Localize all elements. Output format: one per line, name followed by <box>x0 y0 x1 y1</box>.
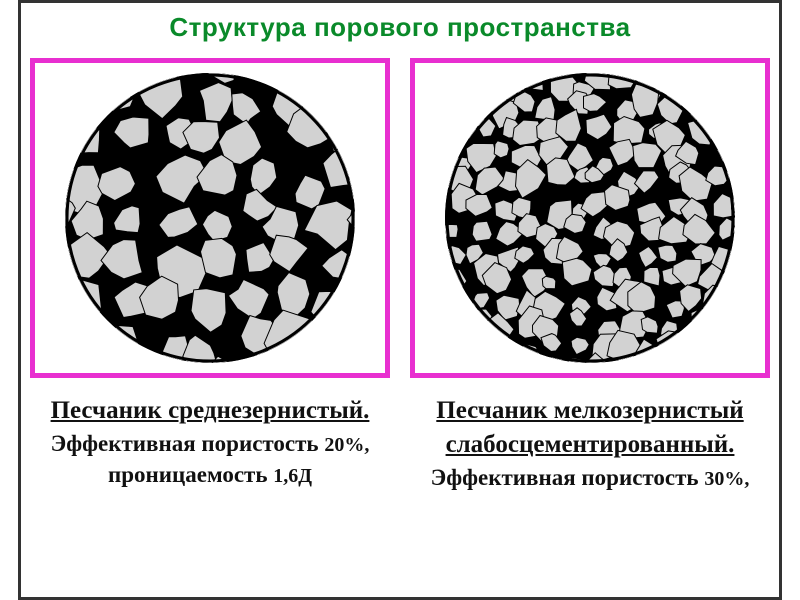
page-border <box>18 0 21 600</box>
caption-right: Песчаник мелкозернистый слабосцементиров… <box>410 394 770 493</box>
page-border <box>779 0 782 600</box>
caption-left-b2: проницаемость <box>108 462 273 487</box>
frame-left <box>30 58 390 378</box>
caption-left-perm: 1,6Д <box>273 465 312 487</box>
caption-right-b1: Эффективная пористость <box>431 465 705 490</box>
caption-right-title2: слабосцементированный. <box>446 431 735 458</box>
captions: Песчаник среднезернистый. Эффективная по… <box>30 394 770 493</box>
caption-left-b1: Эффективная пористость <box>51 431 325 456</box>
frame-right <box>410 58 770 378</box>
page-border <box>18 0 782 3</box>
caption-left-porosity: 20%, <box>324 434 369 456</box>
caption-right-porosity: 30%, <box>704 468 749 490</box>
page-title: Структура порового пространства <box>0 12 800 43</box>
caption-left: Песчаник среднезернистый. Эффективная по… <box>30 394 390 493</box>
caption-right-title1: Песчаник мелкозернистый <box>436 397 743 424</box>
caption-left-title: Песчаник среднезернистый. <box>51 397 370 424</box>
panels <box>30 58 770 378</box>
microstructure-medium <box>65 73 355 363</box>
microstructure-fine <box>445 73 735 363</box>
